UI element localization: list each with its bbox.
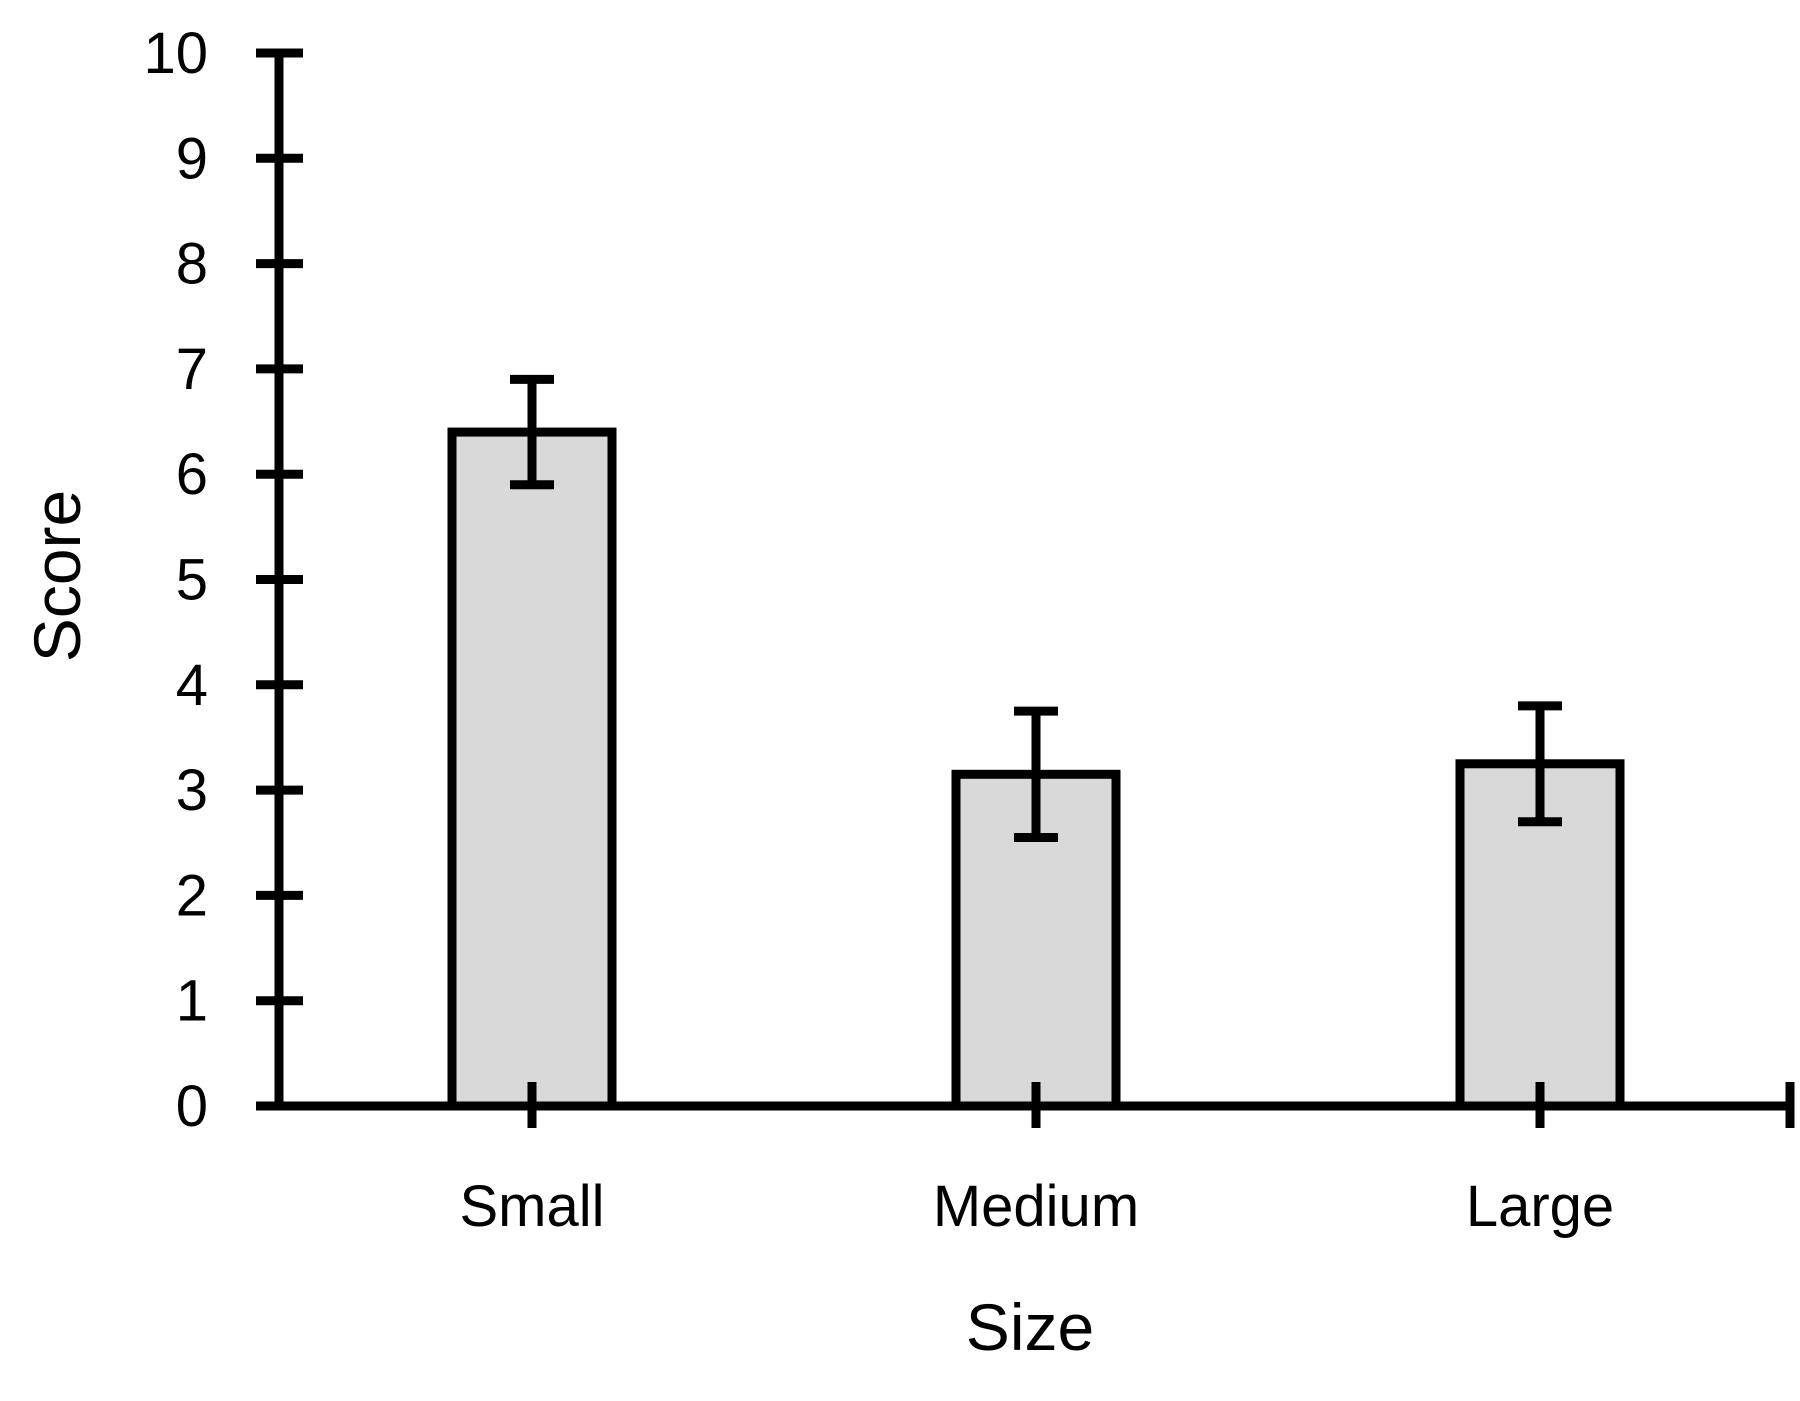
x-axis-title: Size <box>966 1290 1094 1364</box>
y-tick-label: 2 <box>176 863 208 928</box>
y-axis-title: Score <box>20 490 94 662</box>
y-tick-label: 6 <box>176 442 208 507</box>
y-tick-label: 1 <box>176 969 208 1034</box>
y-tick-label: 4 <box>176 653 208 718</box>
x-tick-label-medium: Medium <box>933 1174 1139 1239</box>
axes-layer <box>256 48 1795 1128</box>
tick-labels-layer: 0 1 2 3 4 5 6 7 8 9 10 Small Medium Large <box>143 21 1614 1239</box>
y-tick-label: 3 <box>176 758 208 823</box>
error-bar-medium <box>1014 706 1058 842</box>
y-tick-label: 8 <box>176 232 208 297</box>
y-tick-label: 9 <box>176 126 208 191</box>
y-tick-label: 0 <box>176 1074 208 1139</box>
error-bar-large <box>1518 701 1562 827</box>
y-tick-label: 5 <box>176 548 208 613</box>
error-bar-small <box>510 374 554 490</box>
x-tick-label-small: Small <box>459 1174 604 1239</box>
y-tick-label: 7 <box>176 337 208 402</box>
error-bars-layer <box>510 374 1562 842</box>
bar-small <box>447 427 617 1111</box>
x-tick-label-large: Large <box>1466 1174 1614 1239</box>
y-tick-label: 10 <box>143 21 208 86</box>
